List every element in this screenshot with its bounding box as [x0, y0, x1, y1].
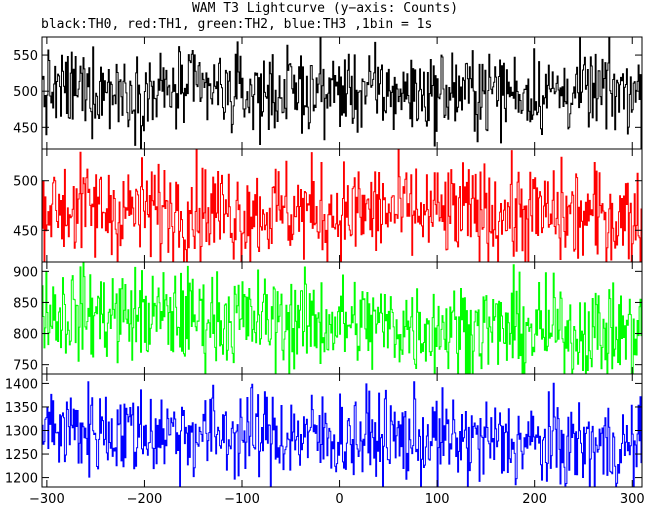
series-line-th3	[42, 381, 642, 487]
y-tick-label-th2: 800	[13, 328, 38, 343]
y-tick-label-th0: 550	[13, 49, 38, 64]
y-tick-label-th3: 1200	[5, 472, 38, 487]
panel-frame-th3	[41, 373, 643, 488]
series-line-th2	[42, 262, 642, 374]
x-tick-label: −300	[29, 492, 65, 505]
x-tick-label: 200	[522, 492, 547, 505]
chart-subtitle: black:TH0, red:TH1, green:TH2, blue:TH3 …	[41, 17, 433, 32]
y-tick-label-th3: 1350	[5, 401, 38, 416]
y-tick-label-th0: 450	[13, 121, 38, 136]
x-tick-label: −100	[224, 492, 260, 505]
series-line-th0	[42, 37, 642, 149]
y-tick-label-th1: 500	[13, 175, 38, 190]
x-tick-label: 100	[425, 492, 450, 505]
y-tick-label-th3: 1400	[5, 377, 38, 392]
y-tick-label-th2: 850	[13, 296, 38, 311]
y-tick-label-th1: 450	[13, 224, 38, 239]
y-tick-label-th3: 1250	[5, 448, 38, 463]
chart-title: WAM T3 Lightcurve (y−axis: Counts)	[191, 1, 459, 16]
x-tick-label: −200	[127, 492, 163, 505]
y-tick-label-th2: 900	[13, 265, 38, 280]
series-line-th1	[42, 149, 642, 262]
y-tick-label-th2: 750	[13, 359, 38, 374]
y-tick-label-th3: 1300	[5, 425, 38, 440]
y-tick-label-th0: 500	[13, 85, 38, 100]
x-tick-label: 300	[620, 492, 645, 505]
x-tick-label: 0	[335, 492, 343, 505]
